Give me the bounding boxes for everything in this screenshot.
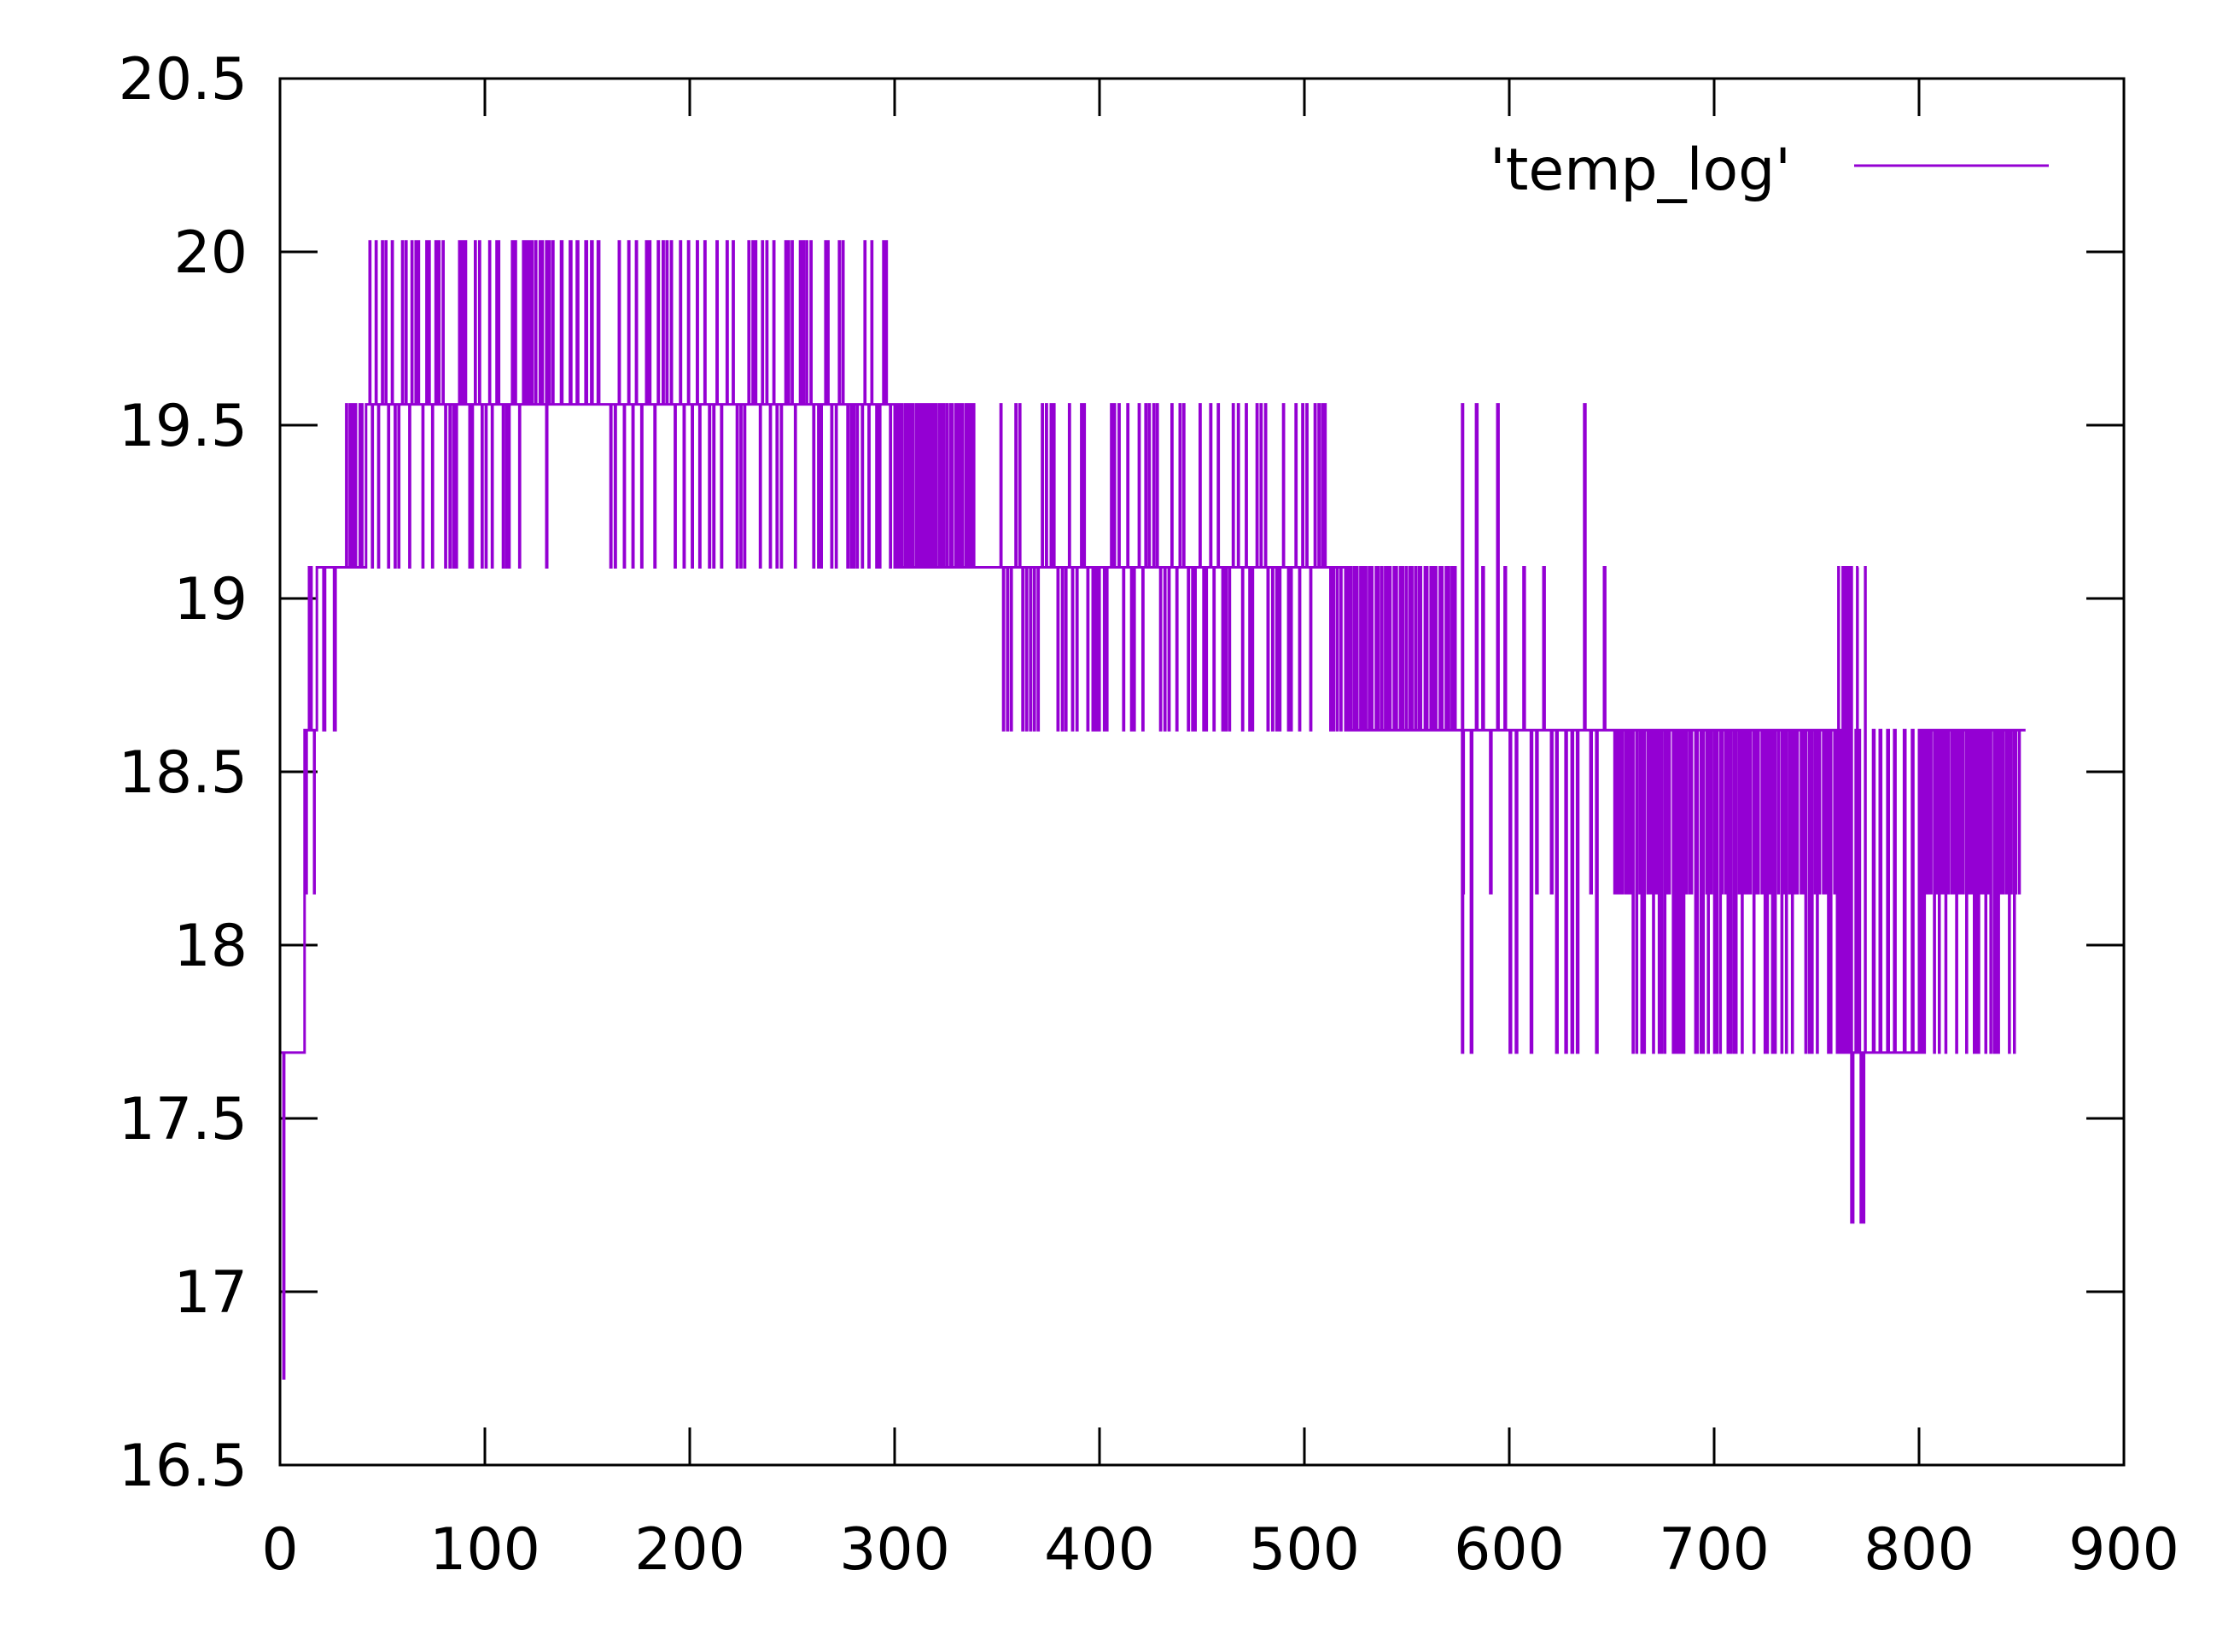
- y-tick-label: 16.5: [119, 1433, 248, 1500]
- x-tick-label: 800: [1864, 1516, 1975, 1584]
- x-tick-label: 200: [634, 1516, 745, 1584]
- x-tick-label: 400: [1044, 1516, 1155, 1584]
- series-layer: [280, 240, 2026, 1380]
- x-tick-label: 0: [261, 1516, 298, 1584]
- y-tick-label: 17: [173, 1259, 248, 1327]
- y-tick-label: 20: [173, 219, 248, 287]
- x-tick-label: 700: [1659, 1516, 1770, 1584]
- series-line-temp-log: [280, 240, 2026, 1380]
- plot-frame: [278, 77, 2126, 1467]
- x-tick-label: 600: [1454, 1516, 1565, 1584]
- y-tick-label: 19.5: [119, 393, 248, 460]
- y-tick-label: 18: [173, 913, 248, 980]
- y-tick-label: 18.5: [119, 739, 248, 807]
- x-tick-label: 500: [1249, 1516, 1360, 1584]
- y-tick-label: 19: [173, 566, 248, 633]
- x-tick-label: 100: [429, 1516, 540, 1584]
- x-tick-label: 300: [839, 1516, 950, 1584]
- y-tick-label: 20.5: [119, 46, 248, 114]
- x-tick-label: 900: [2068, 1516, 2179, 1584]
- legend-label-temp-log: 'temp_log': [1490, 137, 1791, 204]
- y-tick-label: 17.5: [119, 1086, 248, 1153]
- axis-tick-labels: 0 100 200 300 400 500 600 700 800 900 16.5 17 17.5 18…: [119, 46, 2179, 1584]
- legend: 'temp_log': [1490, 137, 2049, 204]
